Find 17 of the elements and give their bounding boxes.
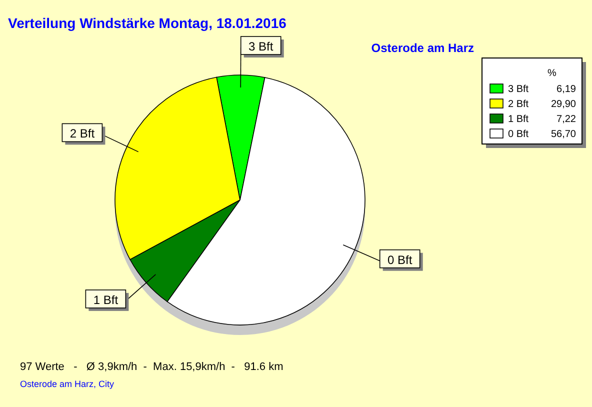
slice-label: 0 Bft (388, 252, 413, 267)
chart-subtitle: Osterode am Harz (371, 41, 474, 55)
slice-label: 2 Bft (70, 126, 96, 141)
slice-label: 3 Bft (248, 40, 274, 54)
slice-label: 1 Bft (93, 292, 119, 307)
legend-label: 3 Bft (508, 84, 529, 95)
data-label: 6,19 (556, 84, 576, 95)
legend-title: % (548, 68, 557, 79)
chart-title: Verteilung Windstärke Montag, 18.01.2016 (8, 15, 287, 31)
data-label: 56,70 (550, 129, 576, 140)
data-label: 7,22 (556, 114, 576, 125)
text: 97 Werte - Ø 3,9km/h - Max. 15,9km/h - 91.6 km (20, 361, 284, 373)
legend-label: 1 Bft (508, 114, 529, 125)
legend-label: 0 Bft (508, 129, 529, 140)
legend-label: 2 Bft (508, 99, 529, 110)
text: Osterode am Harz, City (20, 379, 115, 389)
data-label: 29,90 (550, 99, 576, 110)
